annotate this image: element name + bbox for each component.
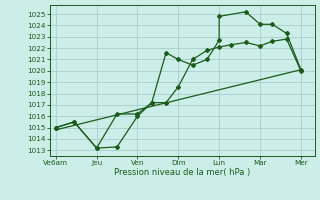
- X-axis label: Pression niveau de la mer( hPa ): Pression niveau de la mer( hPa ): [114, 168, 251, 177]
